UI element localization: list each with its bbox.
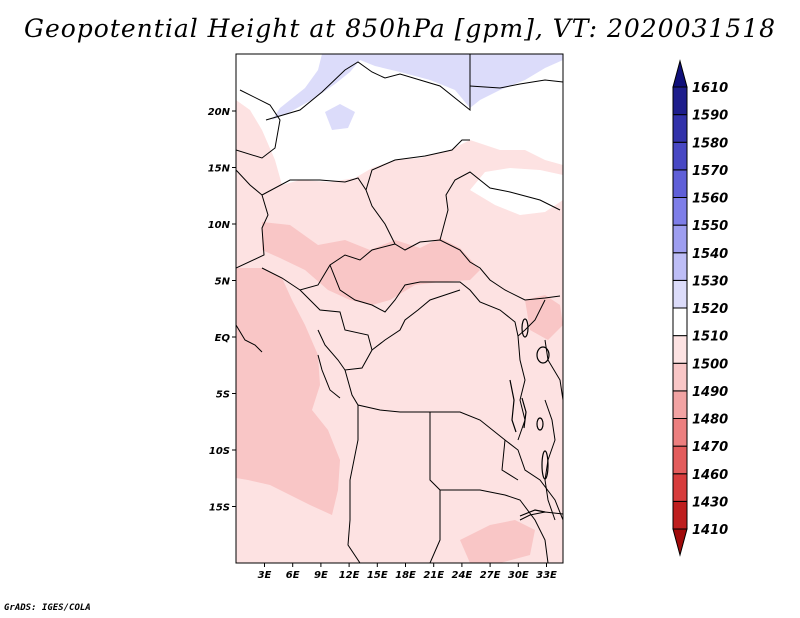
- colorbar-label: 1560: [692, 192, 728, 207]
- colorbar-swatch: [672, 362, 688, 392]
- colorbar-swatch: [672, 279, 688, 309]
- field-1490-1500-coast: [236, 268, 340, 515]
- colorbar-swatch: [672, 141, 688, 171]
- colorbar-swatch: [672, 335, 688, 364]
- field-1490-1500-central: [262, 222, 480, 305]
- colorbar-label: 1530: [692, 274, 728, 289]
- colorbar-swatch: [672, 500, 688, 530]
- colorbar-swatch: [672, 224, 688, 254]
- longitude-axis: 3E 6E 9E 12E 15E 18E 21E 24E 27E 30E 33E: [258, 563, 557, 581]
- colorbar-label: 1590: [692, 109, 728, 124]
- colorbar-under-triangle: [672, 528, 688, 557]
- field-1520-1530-patch: [325, 104, 355, 130]
- colorbar-label: 1510: [692, 330, 728, 345]
- lat-label: 5N: [215, 277, 231, 288]
- colorbar-swatch: [672, 473, 688, 502]
- lon-label: 9E: [314, 570, 328, 581]
- colorbar-swatch: [672, 418, 688, 447]
- colorbar-over-triangle: [672, 59, 688, 88]
- colorbar-label: 1520: [692, 302, 728, 317]
- field-1490-1500-south: [460, 520, 535, 563]
- lon-label: 3E: [258, 570, 272, 581]
- colorbar-label: 1470: [692, 440, 728, 455]
- colorbar-label: 1480: [692, 413, 728, 428]
- lon-label: 12E: [339, 570, 360, 581]
- latitude-axis: 20N 15N 10N 5N EQ 5S 10S 15S: [208, 107, 236, 514]
- colorbar-swatch: [672, 307, 688, 337]
- lon-label: 30E: [508, 570, 529, 581]
- colorbar-label: 1610: [692, 81, 728, 96]
- colorbar-label: 1490: [692, 385, 728, 400]
- colorbar-swatch: [672, 86, 688, 116]
- colorbar-swatch: [672, 445, 688, 475]
- colorbar-label: 1580: [692, 136, 728, 151]
- colorbar-swatch: [672, 197, 688, 226]
- colorbar-label: 1500: [692, 357, 728, 372]
- lon-label: 18E: [395, 570, 416, 581]
- colorbar-label: 1460: [692, 468, 728, 483]
- colorbar: 1410 1430 1460 1470 1480 1490 1500 1510 1520 1530…: [672, 59, 728, 557]
- lat-label: 15S: [209, 503, 230, 514]
- lat-label: 15N: [208, 164, 231, 175]
- lat-label: 20N: [208, 107, 231, 118]
- lakes: [509, 318, 550, 517]
- lat-label: EQ: [215, 333, 231, 344]
- colorbar-swatch: [672, 169, 688, 198]
- geopotential-field: [236, 54, 563, 563]
- country-borders: [236, 54, 563, 563]
- map-frame: [235, 53, 564, 564]
- colorbar-swatch: [672, 114, 688, 143]
- colorbar-swatch: [672, 390, 688, 419]
- colorbar-label: 1570: [692, 164, 728, 179]
- lon-label: 15E: [367, 570, 388, 581]
- lon-label: 21E: [423, 570, 444, 581]
- field-1490-1500-east: [525, 295, 563, 340]
- lon-label: 6E: [286, 570, 300, 581]
- colorbar-label: 1550: [692, 219, 728, 234]
- lon-label: 27E: [480, 570, 501, 581]
- lon-label: 33E: [536, 570, 557, 581]
- colorbar-label: 1430: [692, 495, 728, 510]
- lon-label: 24E: [452, 570, 473, 581]
- colorbar-swatch: [672, 252, 688, 281]
- lat-label: 10S: [209, 446, 230, 457]
- map-title: Geopotential Height at 850hPa [gpm], VT:…: [23, 14, 777, 43]
- field-1510-1520-east: [470, 168, 563, 215]
- lat-label: 10N: [208, 220, 231, 231]
- colorbar-label: 1410: [692, 523, 728, 538]
- colorbar-label: 1540: [692, 247, 728, 262]
- lat-label: 5S: [216, 390, 230, 401]
- footer-credit: GrADS: IGES/COLA: [4, 603, 91, 613]
